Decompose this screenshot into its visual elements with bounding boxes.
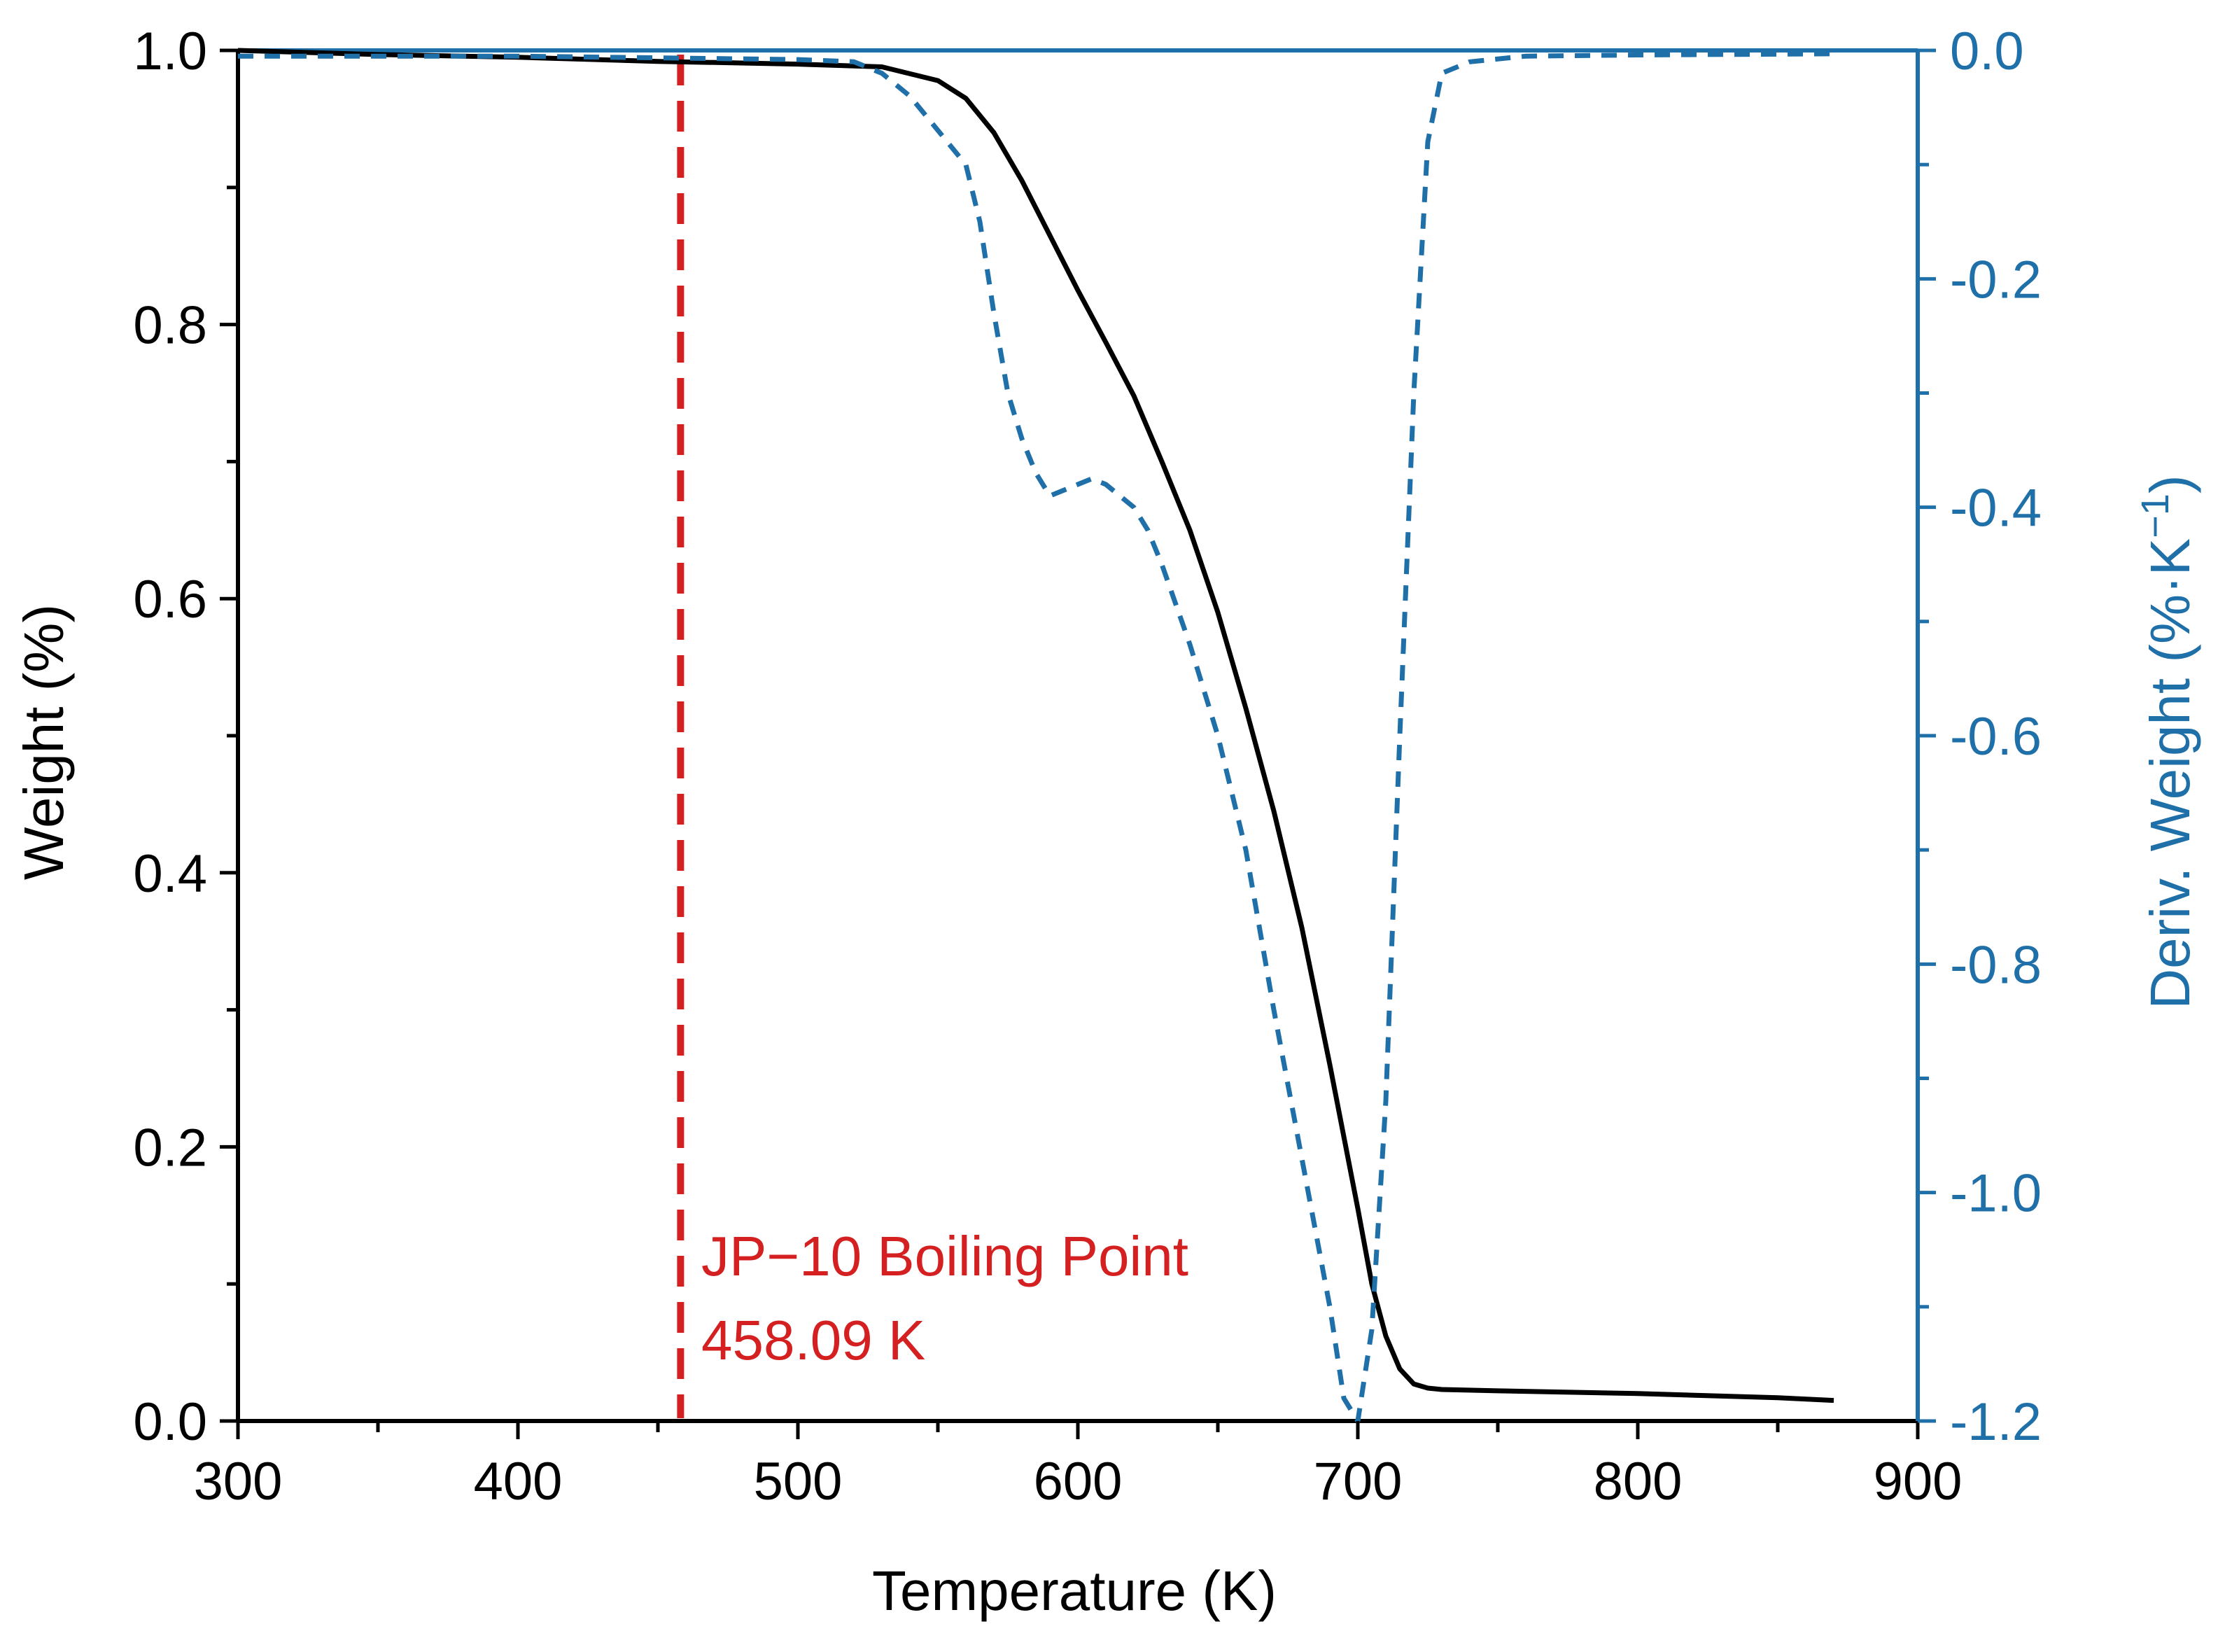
x-tick-label-800: 800 bbox=[1594, 1452, 1683, 1511]
x-tick-label-400: 400 bbox=[474, 1452, 563, 1511]
y2-tick-label--1.2: -1.2 bbox=[1950, 1392, 2042, 1452]
y2-tick-label--1: -1.0 bbox=[1950, 1164, 2042, 1224]
axes-frame bbox=[236, 48, 1920, 1423]
y2-tick-label--0.6: -0.6 bbox=[1950, 707, 2042, 766]
y-tick-label-0.4: 0.4 bbox=[133, 844, 207, 904]
y-tick-label-0.6: 0.6 bbox=[133, 570, 207, 629]
y-axis-title: Weight (%) bbox=[13, 604, 75, 880]
y2-tick-label--0.2: -0.2 bbox=[1950, 250, 2042, 309]
x-tick-label-700: 700 bbox=[1314, 1452, 1403, 1511]
x-tick-label-300: 300 bbox=[194, 1452, 283, 1511]
y2-axis-title-sup: −1 bbox=[2133, 493, 2177, 538]
deriv-weight-series bbox=[238, 51, 1834, 1424]
y-tick-label-0.2: 0.2 bbox=[133, 1118, 207, 1177]
y2-axis-title-main: Deriv. Weight (%·K bbox=[2139, 538, 2201, 1009]
y-tick-label-1: 1.0 bbox=[133, 22, 207, 81]
y2-tick-label--0.4: -0.4 bbox=[1950, 479, 2042, 538]
boiling-point-label-line1: JP−10 Boiling Point bbox=[701, 1225, 1188, 1287]
y2-tick-label--0.8: -0.8 bbox=[1950, 935, 2042, 995]
x-axis-title: Temperature (K) bbox=[872, 1560, 1277, 1622]
weight-series bbox=[237, 48, 1834, 1404]
y-tick-label-0.8: 0.8 bbox=[133, 296, 207, 356]
x-tick-label-600: 600 bbox=[1034, 1452, 1123, 1511]
x-tick-label-900: 900 bbox=[1874, 1452, 1963, 1511]
x-tick-label-500: 500 bbox=[754, 1452, 843, 1511]
boiling-point-label-line2: 458.09 K bbox=[701, 1309, 925, 1371]
y2-tick-label-0: 0.0 bbox=[1950, 22, 2024, 81]
y2-axis-title: Deriv. Weight (%·K−1) bbox=[2133, 475, 2201, 1009]
y2-axis-title-close: ) bbox=[2139, 475, 2201, 493]
tick-layer: 300 400 500 600 700 800 900 0.0 0.2 0.4 0.6 0.8 1.0 -… bbox=[133, 22, 2042, 1511]
series-layer bbox=[237, 48, 1834, 1424]
y-tick-label-0: 0.0 bbox=[133, 1392, 207, 1452]
